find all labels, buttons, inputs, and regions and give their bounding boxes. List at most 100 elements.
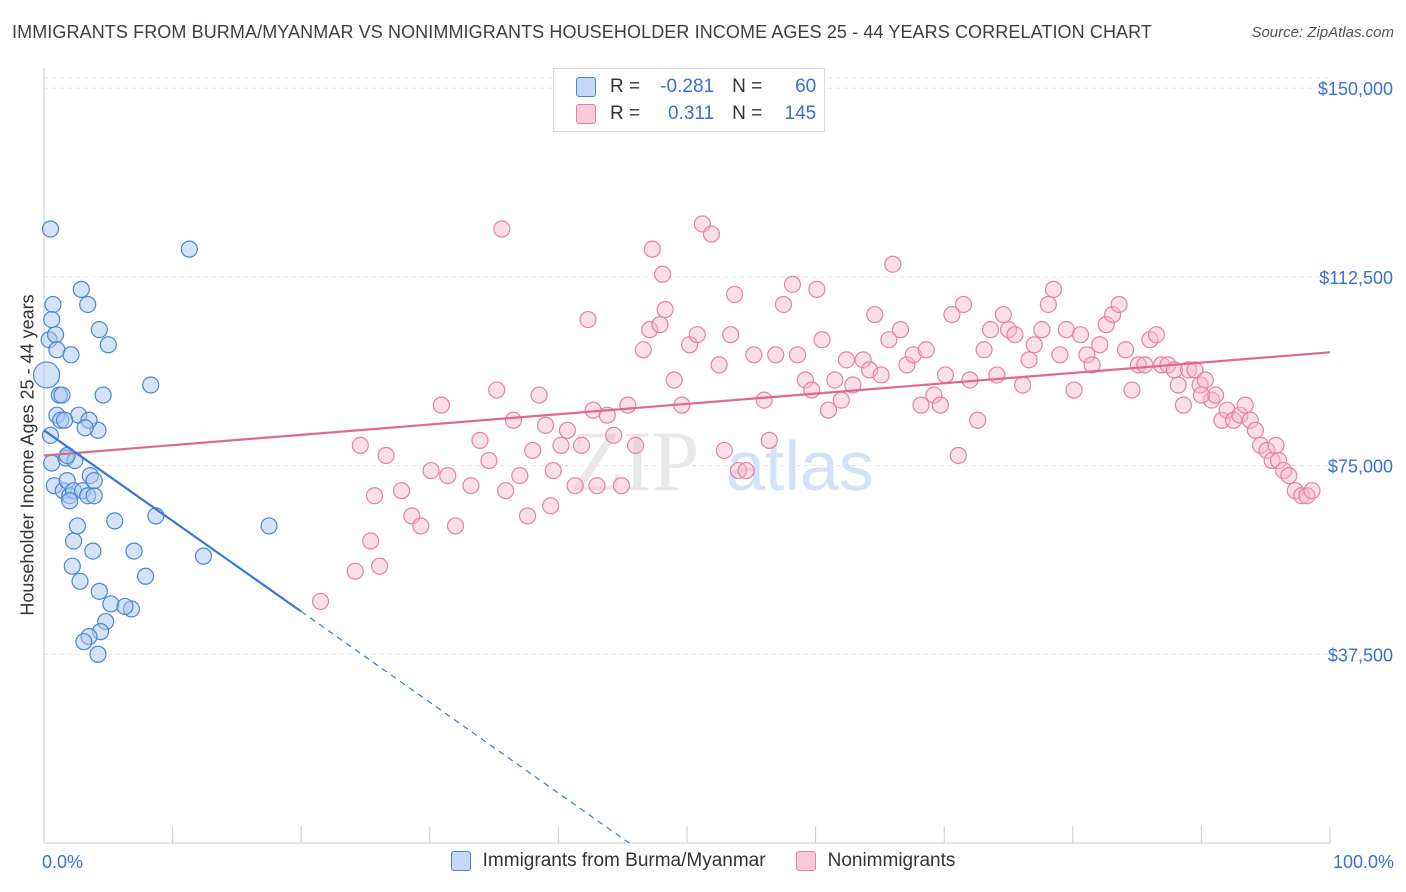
- x-tick-label-max: 100.0%: [1332, 852, 1394, 872]
- pink-point: [1174, 396, 1192, 414]
- correlation-legend: R = -0.281 N = 60 R = 0.311 N = 145: [553, 68, 825, 132]
- pink-point: [1246, 421, 1265, 439]
- pink-point: [1071, 326, 1090, 344]
- y-tick-label: $150,000: [1318, 79, 1393, 99]
- pink-point: [542, 497, 560, 515]
- blue-point: [125, 542, 143, 560]
- pink-point: [1293, 487, 1311, 505]
- legend-swatch-pink: [795, 851, 816, 871]
- pink-point: [722, 326, 740, 344]
- pink-point: [558, 421, 577, 439]
- pink-point: [1116, 341, 1135, 359]
- legend-row-nonimmigrants: R = 0.311 N = 145: [576, 102, 816, 126]
- pink-point: [566, 477, 584, 495]
- pink-point: [880, 331, 898, 349]
- pink-point: [1231, 406, 1249, 424]
- pink-point: [975, 341, 993, 359]
- blue-point: [63, 557, 81, 575]
- pink-point: [745, 346, 763, 364]
- pink-point: [715, 441, 733, 460]
- pink-point: [605, 426, 623, 444]
- pink-point: [803, 381, 821, 399]
- chart-title: IMMIGRANTS FROM BURMA/MYANMAR VS NONIMMI…: [12, 22, 1153, 42]
- pink-point: [969, 411, 987, 429]
- pink-point: [530, 386, 548, 404]
- pink-point: [432, 396, 450, 414]
- pink-point: [954, 295, 973, 314]
- blue-point: [41, 220, 60, 238]
- pink-point: [1196, 371, 1214, 389]
- pink-point: [371, 557, 389, 575]
- legend-r-value: 0.311: [667, 103, 715, 124]
- pink-point: [1083, 356, 1101, 374]
- pink-point: [488, 381, 506, 399]
- pink-point: [872, 366, 890, 384]
- pink-point: [891, 321, 910, 339]
- legend-label-nonimmigrants: Nonimmigrants: [827, 850, 956, 871]
- blue-point: [84, 542, 102, 560]
- pink-point: [917, 341, 935, 359]
- pink-point: [493, 220, 511, 238]
- pink-point: [462, 477, 480, 495]
- pink-point: [412, 517, 430, 535]
- pink-point: [1258, 441, 1276, 460]
- pink-point: [351, 436, 369, 455]
- pink-point: [665, 371, 683, 389]
- pink-point: [737, 461, 755, 480]
- blue-point: [90, 321, 108, 339]
- pink-point: [1044, 280, 1063, 298]
- pink-point: [866, 305, 884, 324]
- pink-point: [311, 592, 330, 611]
- pink-point: [767, 346, 785, 364]
- pink-point: [1280, 466, 1298, 485]
- pink-point: [511, 466, 529, 485]
- blue-point: [89, 645, 107, 663]
- blue-point: [46, 326, 65, 344]
- pink-point: [1097, 316, 1115, 334]
- pink-point: [760, 431, 778, 449]
- legend-item-burma[interactable]: Immigrants from Burma/Myanmar: [450, 850, 766, 872]
- blue-point: [106, 512, 124, 530]
- pink-point: [653, 265, 672, 283]
- pink-point: [819, 401, 838, 419]
- pink-point: [346, 562, 364, 580]
- pink-point: [1078, 346, 1096, 364]
- y-tick-label: $75,000: [1328, 457, 1393, 477]
- legend-n-value: 60: [795, 76, 817, 97]
- pink-point: [1110, 295, 1128, 314]
- pink-point: [656, 300, 674, 319]
- pink-point: [524, 441, 542, 460]
- blue-trend-line: [43, 429, 302, 613]
- y-tick-label: $112,500: [1319, 268, 1393, 288]
- pink-point: [377, 446, 395, 465]
- pink-point: [1123, 381, 1141, 399]
- pink-point: [943, 305, 961, 324]
- pink-point: [994, 305, 1012, 324]
- trend-lines: [43, 351, 1331, 844]
- pink-point: [844, 376, 862, 394]
- legend-r-label: R =: [610, 76, 641, 97]
- pink-point: [504, 411, 522, 429]
- legend-swatch-blue: [450, 851, 471, 871]
- legend-label-burma: Immigrants from Burma/Myanmar: [482, 850, 766, 871]
- legend-n-label: N =: [732, 103, 763, 124]
- blue-point: [85, 487, 103, 505]
- watermark-atlas: atlas: [726, 427, 874, 505]
- legend-item-nonimmigrants[interactable]: Nonimmigrants: [795, 850, 956, 872]
- pink-point: [1267, 436, 1285, 455]
- pink-point: [837, 351, 856, 369]
- pink-point: [1051, 346, 1069, 364]
- y-tick-labels: $37,500 $75,000 $112,500 $150,000: [1318, 79, 1393, 665]
- pink-point: [365, 487, 384, 505]
- pink-point: [1033, 321, 1051, 339]
- pink-point: [1091, 336, 1109, 354]
- blue-point: [68, 517, 87, 535]
- blue-point: [76, 419, 94, 437]
- pink-point: [1241, 411, 1259, 429]
- blue-point: [142, 376, 160, 394]
- pink-point: [1236, 396, 1254, 414]
- pink-point: [619, 396, 637, 414]
- blue-point: [44, 295, 62, 314]
- pink-point: [544, 461, 562, 480]
